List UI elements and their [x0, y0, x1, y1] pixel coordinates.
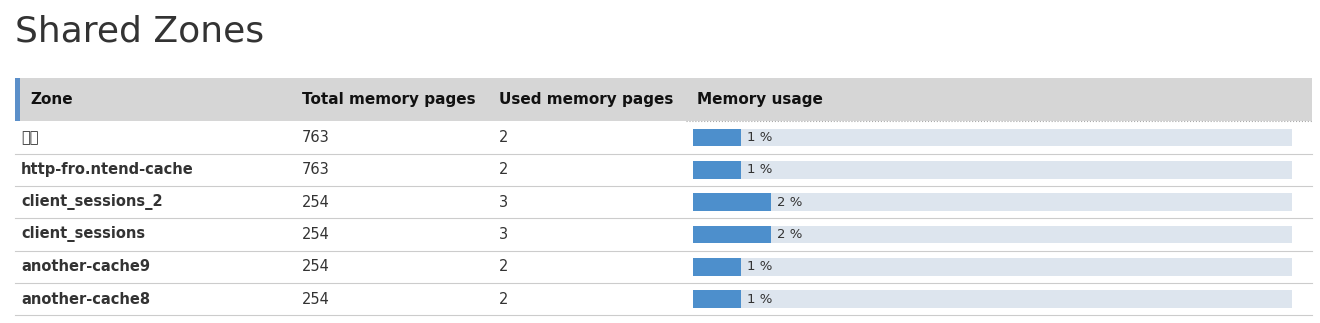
Text: 254: 254 [302, 292, 330, 307]
Bar [693, 225, 771, 243]
Text: 2: 2 [499, 292, 508, 307]
Bar [693, 161, 741, 179]
Bar [15, 78, 1312, 121]
Text: 2: 2 [499, 162, 508, 177]
Bar [693, 193, 1292, 211]
Bar [693, 290, 1292, 308]
Bar [15, 78, 20, 121]
Text: 2 %: 2 % [777, 228, 803, 241]
Bar [693, 129, 1292, 147]
Text: 254: 254 [302, 227, 330, 242]
Text: Zone: Zone [30, 92, 73, 107]
Text: 763: 763 [302, 130, 330, 145]
Text: 763: 763 [302, 162, 330, 177]
Text: Total memory pages: Total memory pages [302, 92, 475, 107]
Text: 3: 3 [499, 195, 508, 210]
Bar [693, 225, 1292, 243]
Text: Shared Zones: Shared Zones [15, 14, 264, 48]
Text: 2: 2 [499, 259, 508, 274]
Text: Memory usage: Memory usage [697, 92, 822, 107]
Text: 2 %: 2 % [777, 196, 803, 209]
Text: 3: 3 [499, 227, 508, 242]
Text: another-cache9: another-cache9 [21, 259, 150, 274]
Bar [693, 290, 741, 308]
Text: 2: 2 [499, 130, 508, 145]
Text: 1 %: 1 % [747, 163, 772, 176]
Text: client_sessions_2: client_sessions_2 [21, 194, 162, 210]
Bar [693, 258, 1292, 276]
Text: 中国: 中国 [21, 130, 38, 145]
Text: 1 %: 1 % [747, 131, 772, 144]
Bar [693, 193, 771, 211]
Bar [693, 161, 1292, 179]
Text: 254: 254 [302, 195, 330, 210]
Bar [693, 129, 741, 147]
Text: http-fro.ntend-cache: http-fro.ntend-cache [21, 162, 194, 177]
Text: 1 %: 1 % [747, 293, 772, 306]
Text: another-cache8: another-cache8 [21, 292, 150, 307]
Text: 254: 254 [302, 259, 330, 274]
Text: Used memory pages: Used memory pages [499, 92, 673, 107]
Text: client_sessions: client_sessions [21, 226, 145, 243]
Bar [693, 258, 741, 276]
Text: 1 %: 1 % [747, 260, 772, 273]
